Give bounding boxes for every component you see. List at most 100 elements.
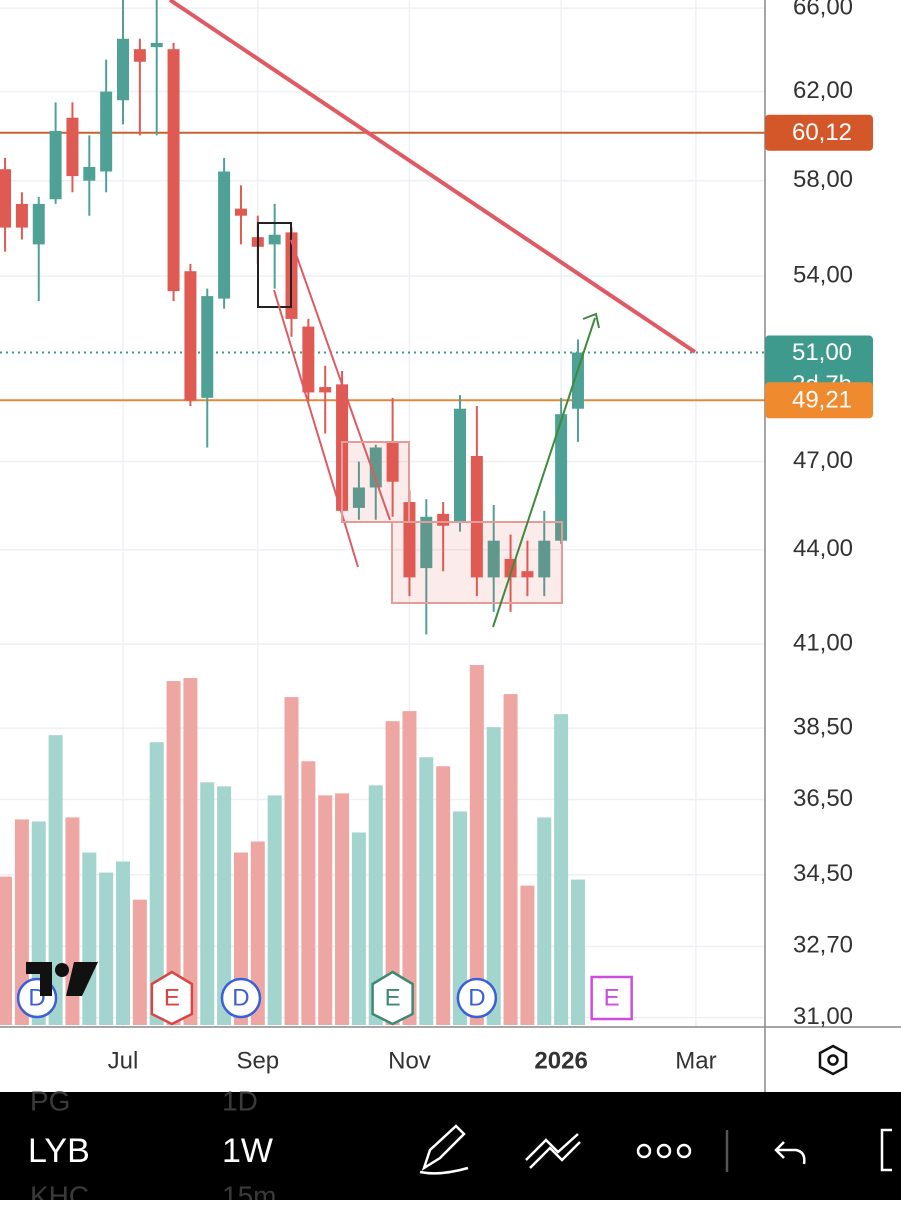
volume-bar (183, 678, 198, 1025)
event-label: D (232, 984, 249, 1011)
price-label: 60,12 (792, 119, 852, 146)
volume-bar (570, 879, 585, 1025)
candle-body (15, 203, 28, 228)
volume-bar (48, 735, 63, 1025)
toolbar-icons (419, 1124, 892, 1175)
volume-bar (520, 885, 535, 1025)
price-label: 49,21 (792, 387, 852, 414)
channel-line (273, 289, 359, 568)
volume-bar (537, 817, 552, 1025)
more-button[interactable] (636, 1143, 652, 1159)
event-label: D (468, 984, 485, 1011)
box (257, 222, 292, 308)
volume-bar (132, 899, 147, 1025)
settings-button[interactable] (818, 1044, 848, 1076)
candle-body (538, 540, 551, 578)
axis-labels: 66,00 62,00 58,00 54,00 47,00 44,00 41,00 38,50… (108, 0, 853, 1074)
fullscreen-button[interactable] (880, 1128, 892, 1172)
candle-body (83, 166, 96, 181)
earnings-marker (590, 975, 633, 1021)
candle-body (268, 234, 281, 245)
draw-button[interactable] (419, 1124, 469, 1175)
price-label-box (765, 114, 873, 151)
symbol-list-item: KHC (30, 1180, 89, 1200)
volume-bar (149, 742, 164, 1025)
candle-body (386, 441, 399, 482)
price-lines (0, 131, 765, 402)
volume-bar (335, 793, 350, 1025)
candle-body (302, 326, 315, 393)
candle-body (184, 271, 197, 401)
volume-bar (385, 721, 400, 1025)
y-tick-label: 32,70 (793, 932, 853, 959)
candle-body (32, 203, 45, 245)
candle-body (201, 296, 214, 398)
event-label: E (164, 984, 180, 1011)
logo-part (55, 963, 69, 977)
volume-bar (82, 852, 97, 1025)
volume-bar (267, 795, 282, 1025)
drawings-button[interactable] (525, 1133, 581, 1169)
candle-body (454, 408, 467, 523)
range-box (341, 441, 410, 523)
y-tick-label: 36,50 (793, 785, 853, 812)
logo (26, 962, 98, 996)
candle-body (0, 169, 12, 228)
y-tick-label: 34,50 (793, 860, 853, 887)
candle-body (555, 414, 568, 541)
volume-pane (0, 665, 585, 1025)
y-tick-label: 38,50 (793, 714, 853, 741)
volume-bar (116, 861, 131, 1025)
dividend-marker (220, 977, 262, 1019)
candle-body (352, 487, 365, 508)
candle-body (167, 49, 180, 292)
candle-body (521, 571, 534, 578)
earnings-marker (371, 970, 414, 1026)
candle-body (133, 49, 146, 62)
volume-bar (217, 786, 232, 1025)
candle-body (66, 117, 79, 177)
volume-bar (0, 876, 13, 1025)
volume-bar (351, 832, 366, 1025)
volume-bar (166, 681, 181, 1025)
candle-body (319, 387, 332, 393)
volume-bar (469, 665, 484, 1025)
logo-part (26, 962, 52, 996)
logo-part (66, 962, 98, 996)
candle-body (504, 558, 517, 578)
volume-bar (250, 841, 265, 1025)
candle-body (470, 455, 483, 578)
candle-body (117, 38, 130, 101)
event-label: E (385, 984, 401, 1011)
channel-line (290, 239, 391, 521)
drawings (168, 0, 697, 628)
interval[interactable]: 1W (222, 1132, 273, 1170)
earnings-marker (150, 970, 194, 1026)
candle-body (437, 513, 450, 526)
volume-bar (503, 694, 518, 1025)
more-dot (676, 1143, 692, 1159)
volume-bar (368, 785, 383, 1025)
volume-bar (14, 819, 29, 1025)
candle-body (49, 130, 62, 200)
volume-bar (200, 782, 215, 1025)
interval-list-item: 15m (222, 1180, 276, 1200)
candle-body (571, 352, 584, 409)
candle-body (369, 447, 382, 488)
symbol[interactable]: LYB (28, 1132, 90, 1170)
candle-body (218, 171, 231, 299)
candle-body (403, 502, 416, 578)
volume-bar (436, 766, 451, 1025)
range-box (391, 521, 563, 604)
event-label: E (604, 984, 620, 1011)
y-tick-label: 44,00 (793, 535, 853, 562)
undo-button[interactable] (774, 1141, 806, 1165)
volume-bar (99, 872, 114, 1025)
arrow-line (492, 317, 596, 628)
more-dot (656, 1143, 672, 1159)
trend-line (168, 0, 697, 354)
arrow-head (582, 312, 600, 329)
